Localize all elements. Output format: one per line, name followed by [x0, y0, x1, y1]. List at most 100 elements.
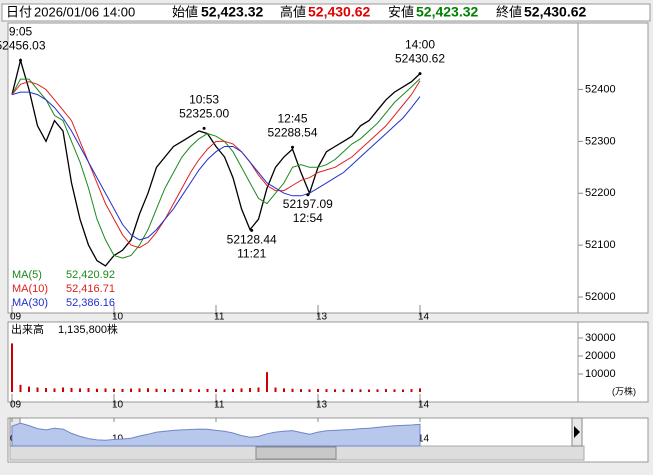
annotation-point: [306, 193, 310, 197]
y-tick-label: 52000: [585, 291, 616, 303]
volume-bar: [308, 389, 311, 392]
volume-bar: [266, 372, 268, 392]
price-line: [11, 80, 421, 249]
volume-bar: [96, 388, 98, 392]
volume-bar: [342, 389, 345, 392]
annotation-text: 12:45: [277, 111, 307, 125]
price-panel: [7, 22, 649, 314]
annotation-text: 52430.62: [395, 52, 445, 66]
annotation-text: 52288.54: [267, 125, 317, 139]
annotation-point: [250, 228, 254, 232]
x-tick-label: 11: [214, 312, 225, 323]
volume-bar: [274, 387, 277, 392]
annotation-text: 52456.03: [0, 39, 46, 53]
volume-bar: [334, 389, 336, 392]
annotation-text: 12:54: [293, 211, 323, 225]
volume-bar: [232, 388, 234, 392]
volume-bar: [36, 387, 39, 392]
volume-bar: [359, 389, 362, 392]
volume-bar: [376, 389, 379, 392]
volume-bar: [240, 388, 243, 392]
x-tick-label: 10: [112, 312, 124, 323]
annotation-text: 14:00: [405, 38, 435, 52]
y-tick-label: 52400: [585, 83, 616, 95]
volume-panel: [7, 321, 649, 403]
annotation-text: 52325.00: [179, 107, 229, 121]
volume-bar: [317, 388, 319, 392]
volume-bar: [419, 388, 421, 392]
scroll-thumb[interactable]: [255, 446, 337, 460]
annotation-point: [291, 145, 294, 149]
y-tick-label: 10000: [585, 368, 616, 380]
x-tick-label: 10: [112, 400, 124, 411]
header-close-label: 終値: [496, 4, 522, 19]
volume-bar: [138, 388, 141, 392]
y-tick-label: 30000: [585, 332, 616, 344]
volume-bar: [104, 388, 107, 392]
legend-name: MA(10): [12, 283, 48, 295]
header-bar: [1, 3, 651, 22]
annotation-point: [202, 126, 206, 130]
header-low-label: 安値: [388, 4, 414, 19]
annotation-text: 11:21: [237, 247, 266, 261]
volume-bar: [206, 388, 209, 392]
volume-bar: [164, 389, 166, 392]
volume-bar: [70, 387, 73, 392]
legend-value: 52,416.71: [66, 283, 115, 295]
y-tick-label: 52200: [585, 187, 616, 199]
y-tick-label: 52100: [585, 239, 616, 251]
volume-bar: [28, 386, 30, 392]
volume-bar: [155, 388, 158, 392]
header-high-label: 高値: [280, 4, 306, 19]
volume-bar: [223, 389, 226, 392]
volume-bar: [215, 389, 217, 392]
navigator-area: [11, 422, 421, 447]
header-date-label: 日付: [6, 4, 32, 19]
annotation-point: [418, 72, 422, 76]
volume-bar: [172, 388, 175, 392]
volume-bar: [291, 388, 294, 392]
price-line: [11, 91, 421, 241]
volume-bar: [300, 389, 302, 392]
volume-bar: [121, 388, 124, 392]
annotation-text: 10:53: [189, 93, 219, 107]
legend-name: MA(30): [12, 297, 48, 309]
volume-bar: [181, 388, 183, 392]
annotation-point: [19, 58, 22, 62]
header-open-label: 始値: [172, 4, 198, 19]
header-open: 52,423.32: [201, 4, 263, 20]
price-line: [11, 78, 421, 259]
x-tick-label: 13: [316, 400, 328, 411]
legend-value: 52,420.92: [66, 269, 115, 281]
header-date: 2026/01/06 14:00: [34, 4, 135, 19]
x-tick-label: 14: [418, 312, 430, 323]
arrow-icon: [574, 426, 580, 438]
annotation-text: 52197.09: [283, 197, 333, 211]
volume-bar: [283, 388, 285, 392]
volume-bar: [130, 388, 132, 392]
x-tick-label: 09: [10, 400, 22, 411]
header-low: 52,423.32: [416, 4, 478, 20]
volume-bar: [385, 389, 387, 392]
volume-bar: [410, 389, 413, 392]
legend-value: 52,386.16: [66, 297, 115, 309]
volume-bar: [393, 389, 396, 392]
volume-bar: [257, 387, 260, 392]
volume-bar: [368, 389, 370, 392]
volume-bar: [62, 387, 64, 392]
volume-bar: [189, 389, 192, 392]
y-tick-label: 20000: [585, 350, 616, 362]
volume-bar: [19, 384, 22, 392]
volume-bar: [402, 389, 404, 392]
price-line: [11, 57, 421, 267]
volume-bar: [45, 388, 47, 392]
header-close: 52,430.62: [524, 4, 586, 20]
volume-bar: [87, 388, 90, 392]
volume-bar: [53, 388, 56, 392]
volume-bar: [198, 389, 200, 392]
volume-title: 出来高: [11, 322, 44, 336]
x-tick-label: 13: [316, 312, 328, 323]
volume-total: 1,135,800株: [58, 322, 118, 336]
volume-unit: (万株): [612, 385, 636, 396]
